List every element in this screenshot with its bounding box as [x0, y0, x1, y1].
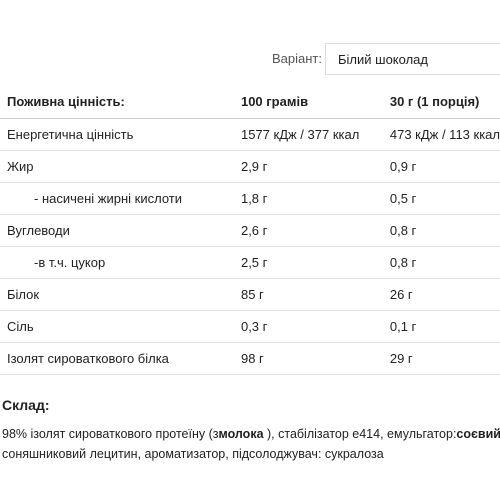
value-per-100g: 0,3 г: [240, 310, 390, 343]
nutrient-name: Енергетична цінність: [0, 118, 241, 151]
value-per-serving: 0,1 г: [389, 310, 500, 343]
header-nutrient: Поживна цінність:: [0, 84, 241, 119]
variant-select-value: Білий шоколад: [338, 52, 428, 67]
value-per-100g: 2,6 г: [240, 214, 390, 247]
nutrient-name: Вуглеводи: [0, 214, 241, 247]
composition-line-2: соняшниковий лецитин, ароматизатор, підс…: [2, 447, 384, 461]
table-row: Ізолят сироваткового білка 98 г 29 г: [0, 342, 500, 375]
value-per-serving: 29 г: [389, 342, 500, 375]
allergen-soy: соєвий: [456, 427, 500, 441]
allergen-milk: молока: [218, 427, 264, 441]
variant-select[interactable]: Білий шоколад: [325, 43, 500, 75]
composition-text-part: ), стабілізатор е414, емульгатор:: [263, 427, 457, 441]
value-per-100g: 98 г: [240, 342, 390, 375]
table-row: Жир 2,9 г 0,9 г: [0, 150, 500, 183]
value-per-serving: 473 кДж / 113 ккал: [389, 118, 500, 151]
header-per-100g: 100 грамів: [240, 84, 390, 119]
table-row: Енергетична цінність 1577 кДж / 377 ккал…: [0, 118, 500, 151]
value-per-serving: 0,5 г: [389, 182, 500, 215]
value-per-100g: 2,5 г: [240, 246, 390, 279]
variant-label: Варіант:: [272, 51, 322, 66]
value-per-serving: 0,8 г: [389, 214, 500, 247]
composition-text: 98% ізолят сироваткового протеїну (змоло…: [2, 424, 500, 464]
table-row: Сіль 0,3 г 0,1 г: [0, 310, 500, 343]
composition-title: Склад:: [2, 397, 50, 413]
nutrient-name: Сіль: [0, 310, 241, 343]
value-per-100g: 1577 кДж / 377 ккал: [240, 118, 390, 151]
table-row: - насичені жирні кислоти 1,8 г 0,5 г: [0, 182, 500, 215]
nutrient-name: Жир: [0, 150, 241, 183]
value-per-100g: 1,8 г: [240, 182, 390, 215]
nutrition-header-row: Поживна цінність: 100 грамів 30 г (1 пор…: [0, 84, 500, 119]
value-per-serving: 26 г: [389, 278, 500, 311]
table-row: Білок 85 г 26 г: [0, 278, 500, 311]
nutrition-table: Поживна цінність: 100 грамів 30 г (1 пор…: [0, 84, 500, 375]
nutrient-name: - насичені жирні кислоти: [0, 182, 241, 215]
value-per-serving: 0,8 г: [389, 246, 500, 279]
table-row: Вуглеводи 2,6 г 0,8 г: [0, 214, 500, 247]
nutrient-name: Білок: [0, 278, 241, 311]
nutrient-name: -в т.ч. цукор: [0, 246, 241, 279]
value-per-serving: 0,9 г: [389, 150, 500, 183]
nutrient-name: Ізолят сироваткового білка: [0, 342, 241, 375]
value-per-100g: 2,9 г: [240, 150, 390, 183]
composition-line-1: 98% ізолят сироваткового протеїну (змоло…: [2, 424, 500, 444]
variant-selector-row: Варіант: Білий шоколад: [0, 43, 500, 75]
value-per-100g: 85 г: [240, 278, 390, 311]
header-per-serving: 30 г (1 порція): [389, 84, 500, 119]
table-row: -в т.ч. цукор 2,5 г 0,8 г: [0, 246, 500, 279]
composition-text-part: 98% ізолят сироваткового протеїну (з: [2, 427, 219, 441]
